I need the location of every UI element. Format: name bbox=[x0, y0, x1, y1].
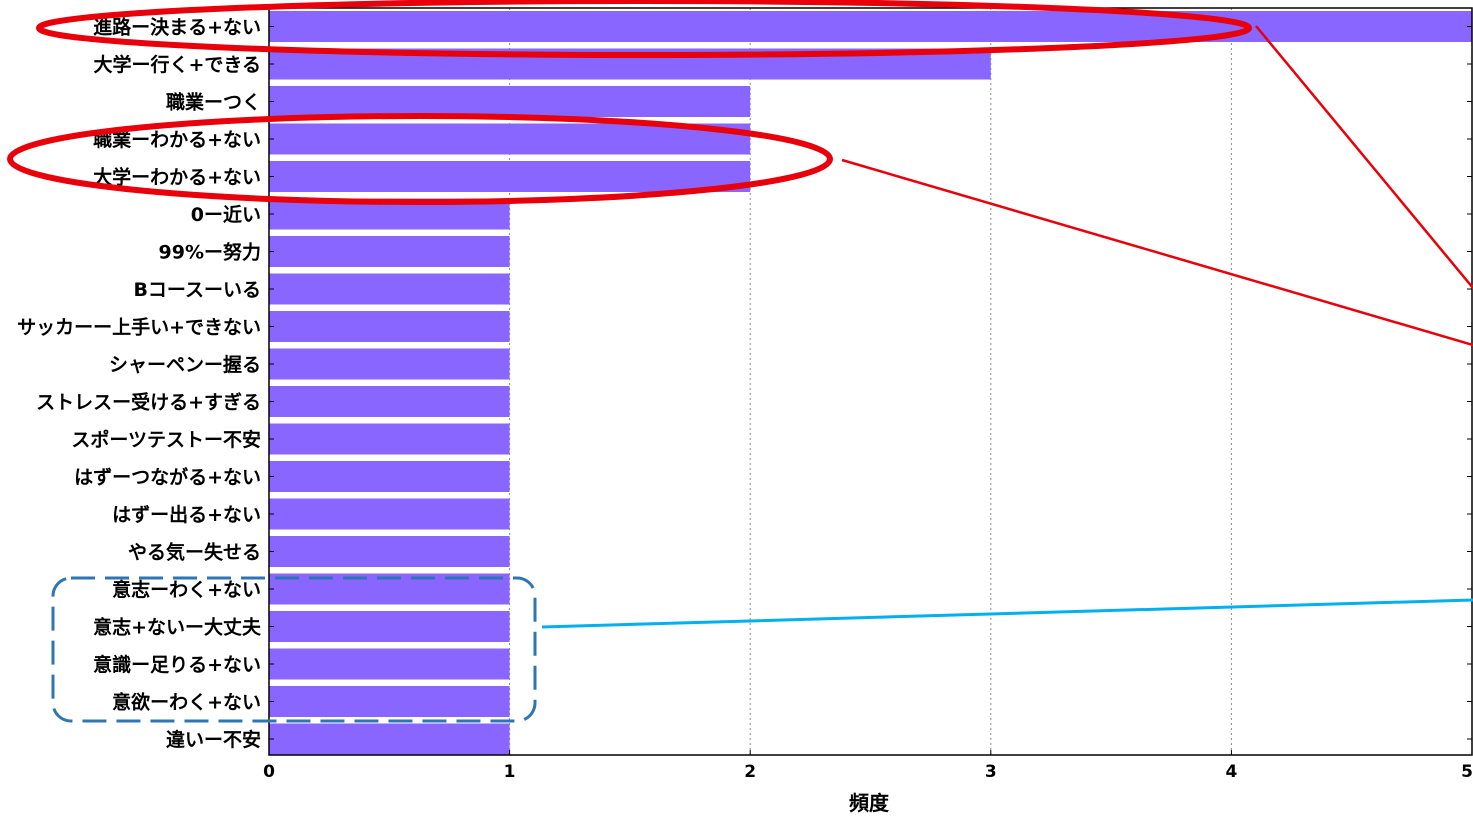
x-axis-label: 頻度 bbox=[849, 791, 890, 815]
y-tick-label: 意識ー足りる+ない bbox=[93, 653, 261, 676]
y-tick-label: 進路ー決まる+ない bbox=[93, 16, 261, 39]
y-tick-label: Bコースーいる bbox=[133, 279, 261, 301]
bar bbox=[269, 86, 751, 117]
y-tick-label: ストレスー受ける+すぎる bbox=[36, 391, 261, 414]
x-tick-label: 0 bbox=[263, 762, 275, 782]
grid-lines bbox=[509, 8, 1473, 755]
y-tick-label: 職業ーつく bbox=[166, 91, 261, 114]
bar bbox=[269, 686, 510, 717]
red-ellipse-highlight bbox=[7, 113, 833, 205]
bar bbox=[269, 161, 751, 192]
y-tick-label: シャーペンー握る bbox=[109, 353, 261, 376]
x-tick-labels: 0 1 2 3 4 5 bbox=[263, 762, 1473, 782]
plot-frame bbox=[268, 7, 1473, 756]
annotations bbox=[7, 0, 1473, 723]
x-tick-label: 5 bbox=[1461, 762, 1473, 782]
y-tick-label: 職業ーわかる+ない bbox=[93, 128, 261, 151]
red-callout-line bbox=[841, 158, 1473, 347]
x-tick-label: 4 bbox=[1225, 762, 1237, 782]
y-tick-label: 99%ー努力 bbox=[159, 241, 261, 264]
bar bbox=[269, 611, 510, 642]
y-tick-label: 0ー近い bbox=[191, 204, 261, 226]
bar bbox=[269, 648, 510, 680]
red-callout-line bbox=[1255, 25, 1473, 289]
bar bbox=[269, 723, 510, 755]
blue-dashed-box-highlight bbox=[51, 576, 537, 723]
x-tick-label: 2 bbox=[744, 762, 756, 782]
bar bbox=[269, 273, 510, 305]
y-tick-label: はずー出る+ない bbox=[112, 503, 261, 526]
y-tick-label: やる気ー失せる bbox=[128, 541, 261, 564]
x-tick-label: 3 bbox=[985, 762, 997, 782]
y-tick-labels: 進路ー決まる+ない大学ー行く+できる職業ーつく職業ーわかる+ない大学ーわかる+な… bbox=[17, 16, 262, 752]
bar bbox=[269, 423, 510, 455]
y-tick-label: はずーつながる+ない bbox=[74, 466, 261, 489]
bar bbox=[269, 348, 510, 380]
bars bbox=[269, 11, 1472, 755]
bar bbox=[269, 498, 510, 530]
bar bbox=[269, 461, 510, 492]
cyan-callout-line bbox=[541, 598, 1473, 629]
y-tick-label: 大学ーわかる+ない bbox=[93, 166, 261, 189]
bar bbox=[269, 11, 1472, 42]
y-tick-label: サッカーー上手い+できない bbox=[17, 316, 261, 339]
y-tick-label: 意欲ーわく+ない bbox=[112, 691, 261, 714]
bar bbox=[269, 536, 510, 567]
x-tick-label: 1 bbox=[504, 762, 516, 782]
bar bbox=[269, 311, 510, 342]
y-tick-label: 意志+ないー大丈夫 bbox=[93, 616, 262, 639]
bar bbox=[269, 236, 510, 267]
y-tick-label: 意志ーわく+ない bbox=[112, 578, 261, 601]
y-tick-label: 違いー不安 bbox=[166, 728, 261, 751]
y-tick-label: 大学ー行く+できる bbox=[93, 53, 261, 76]
axes bbox=[268, 7, 1473, 756]
bar bbox=[269, 123, 751, 155]
y-tick-label: スポーツテストー不安 bbox=[71, 428, 261, 451]
red-ellipse-highlight bbox=[36, 0, 1252, 58]
bar bbox=[269, 386, 510, 417]
